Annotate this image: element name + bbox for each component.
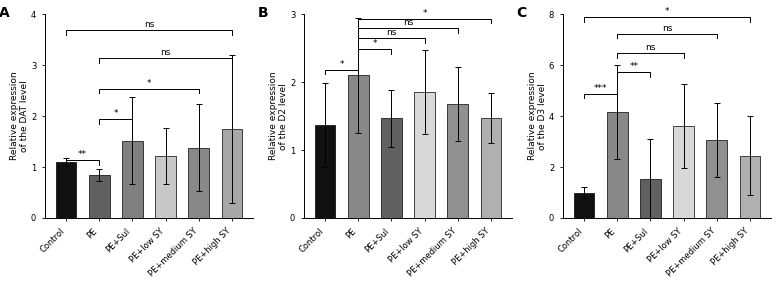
Text: **: ** (78, 150, 87, 159)
Y-axis label: Relative expression
of the D3 level: Relative expression of the D3 level (528, 72, 548, 160)
Text: *: * (147, 79, 152, 88)
Text: B: B (257, 6, 268, 20)
Bar (315, 125, 336, 218)
Y-axis label: Relative expression
of the D2 level: Relative expression of the D2 level (269, 72, 288, 160)
Text: *: * (423, 9, 427, 18)
Bar (382, 118, 402, 218)
Bar (221, 129, 242, 218)
Bar (706, 140, 727, 218)
Text: *: * (340, 60, 344, 68)
Text: ns: ns (645, 43, 656, 52)
Bar (740, 156, 760, 218)
Bar (481, 118, 501, 218)
Bar (348, 75, 368, 218)
Text: C: C (517, 6, 527, 20)
Bar (573, 193, 594, 218)
Text: **: ** (629, 62, 639, 71)
Text: A: A (0, 6, 9, 20)
Bar (189, 148, 209, 218)
Text: ***: *** (594, 84, 608, 93)
Bar (155, 156, 176, 218)
Text: ns: ns (386, 28, 396, 37)
Bar (414, 92, 435, 218)
Y-axis label: Relative expression
of the DAT level: Relative expression of the DAT level (10, 72, 30, 160)
Text: ns: ns (662, 24, 672, 33)
Bar (674, 126, 694, 218)
Bar (56, 162, 76, 218)
Bar (122, 141, 143, 218)
Text: *: * (372, 39, 377, 48)
Bar (640, 179, 660, 218)
Text: ns: ns (160, 48, 171, 57)
Bar (448, 104, 468, 218)
Bar (89, 175, 110, 218)
Text: *: * (113, 109, 118, 118)
Bar (607, 112, 628, 218)
Text: *: * (665, 7, 669, 16)
Text: ns: ns (402, 18, 413, 27)
Text: ns: ns (144, 20, 154, 29)
